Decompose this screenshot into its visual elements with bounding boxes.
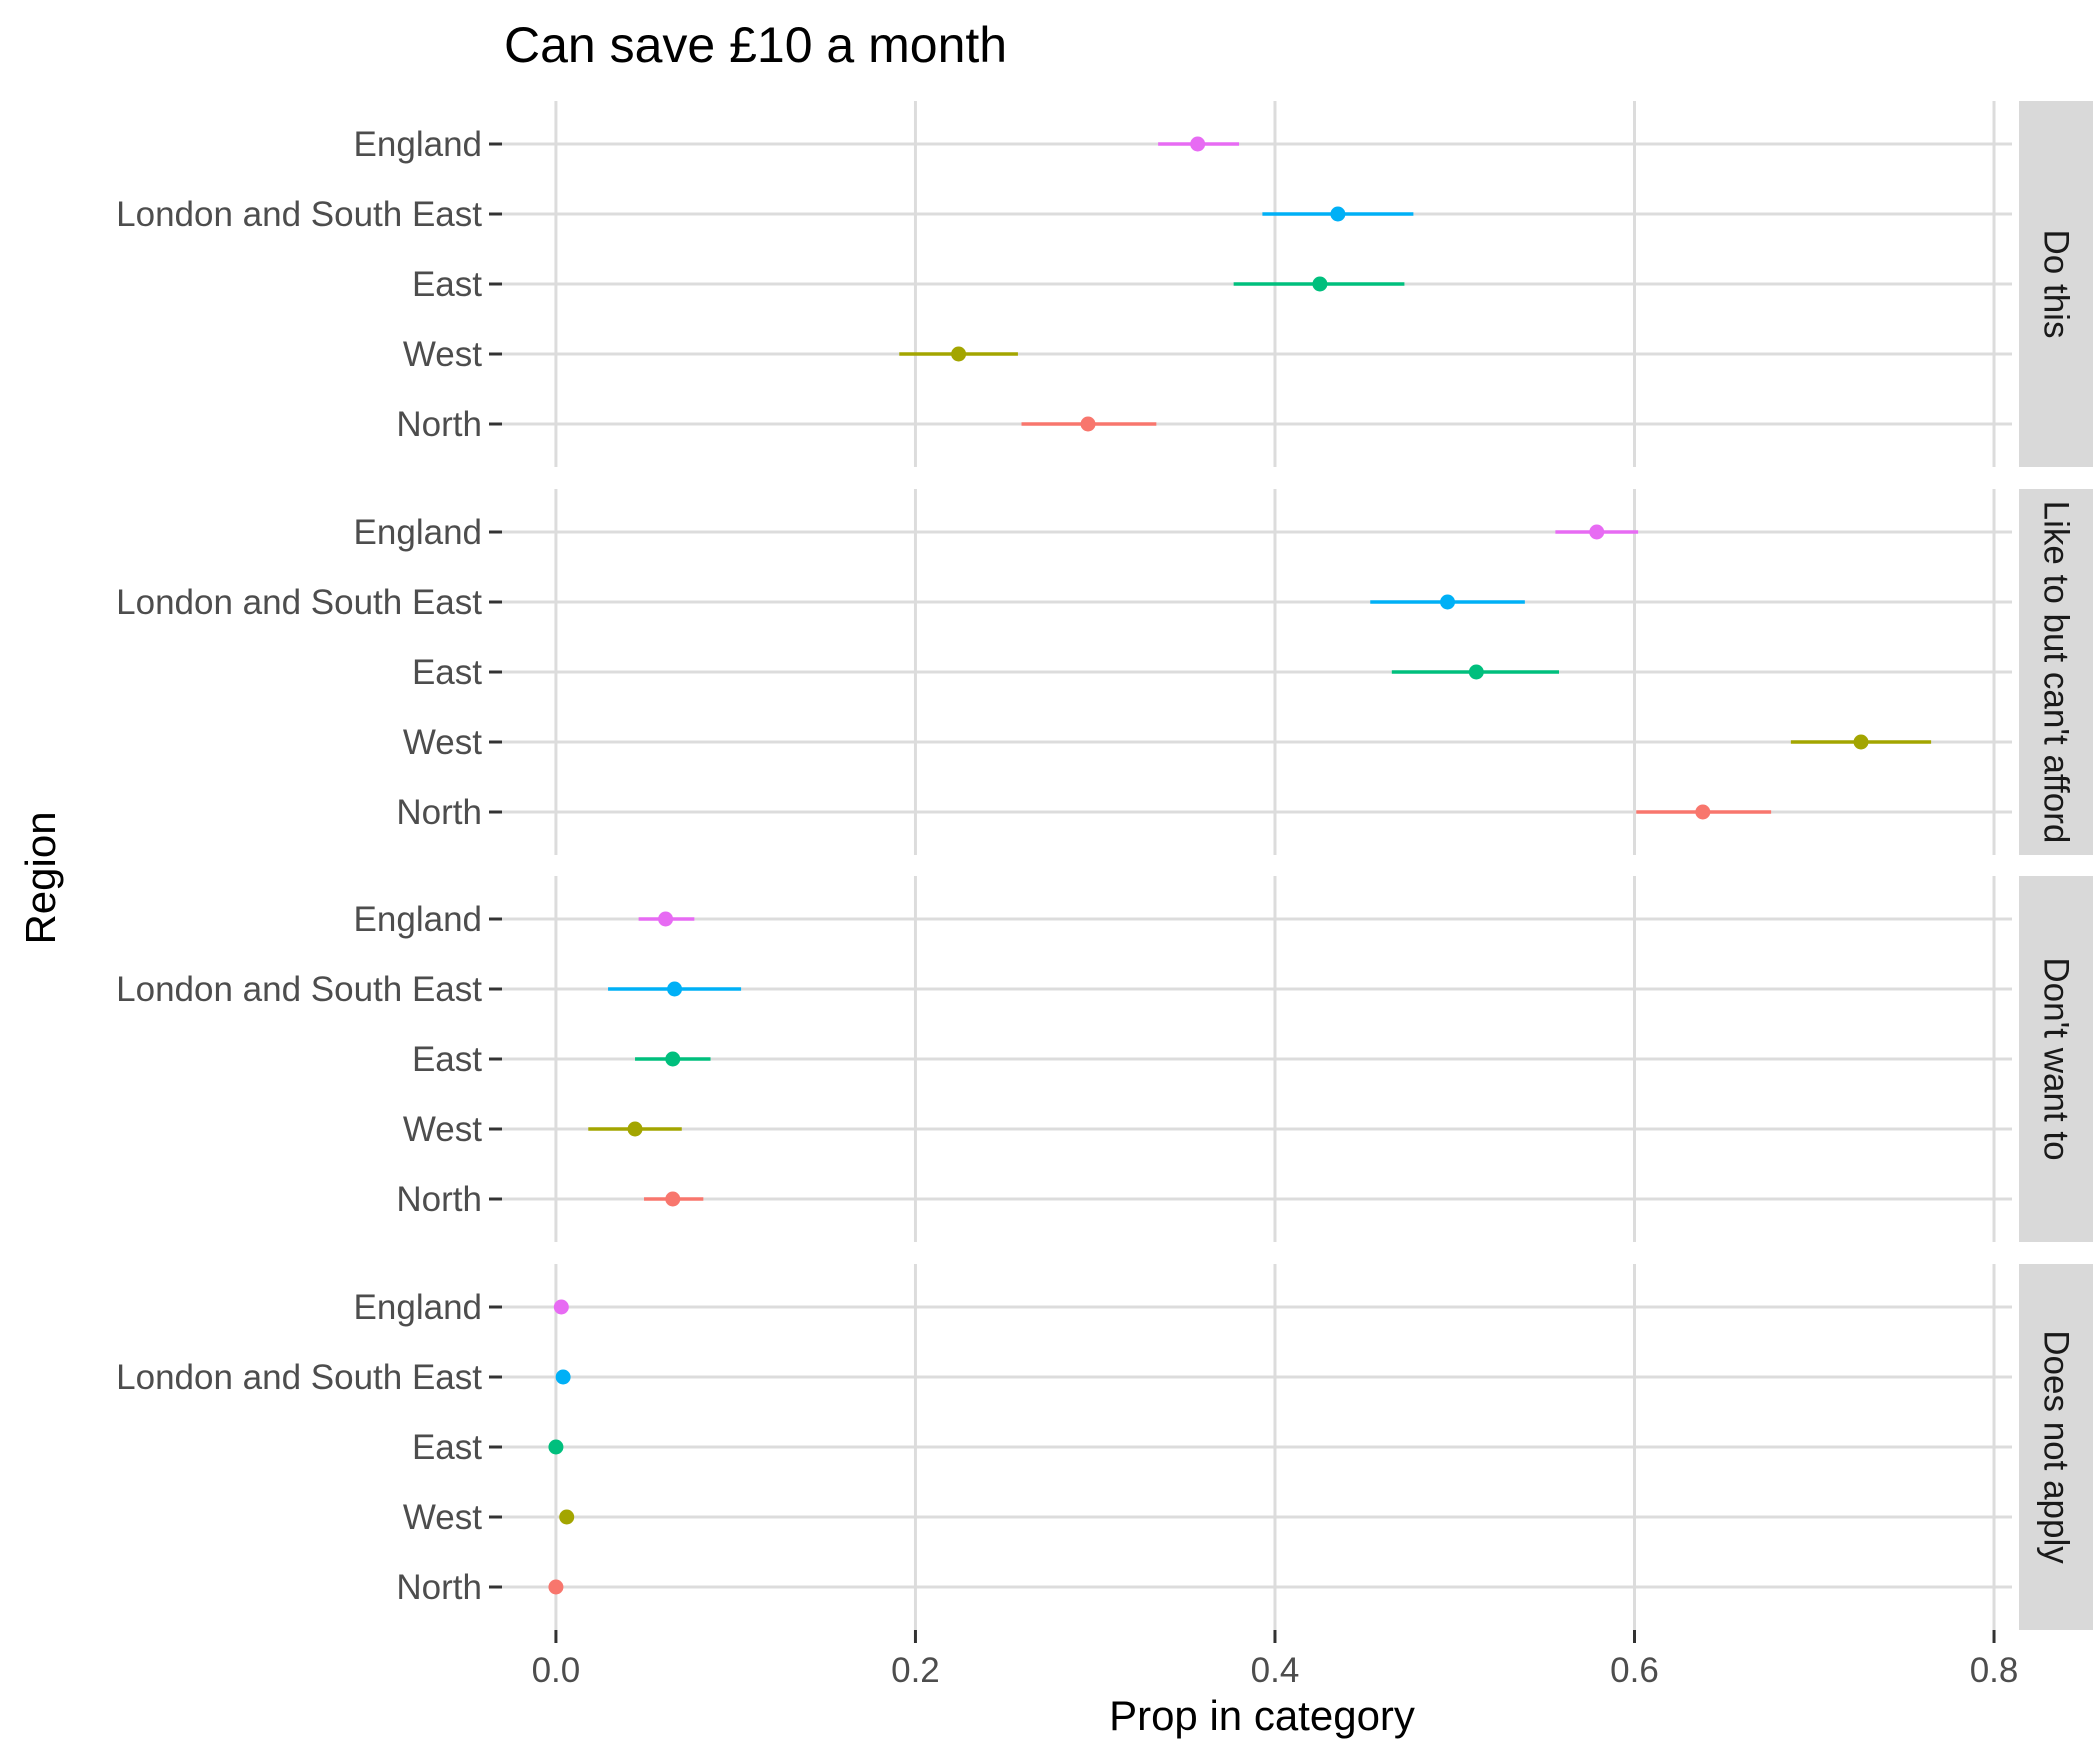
y-tick-label: West	[403, 1498, 482, 1537]
y-tick-label: North	[396, 1568, 482, 1607]
y-tick-label: England	[354, 900, 482, 939]
facet-panels: England London and South East East West Nort…	[116, 101, 2093, 1630]
data-point	[559, 1509, 575, 1525]
y-tick-label: London and South East	[116, 1358, 482, 1397]
y-tick-label: England	[354, 513, 482, 552]
data-point	[548, 1439, 564, 1455]
facet-strip	[2019, 101, 2093, 467]
y-tick-label: West	[403, 723, 482, 762]
y-tick-label: East	[412, 265, 482, 304]
facet-strip-label: Don't want to	[2037, 957, 2076, 1160]
facet-strip	[2019, 489, 2093, 855]
data-point	[665, 1051, 681, 1067]
data-point	[1190, 136, 1206, 152]
data-point	[1468, 664, 1484, 680]
data-point	[1853, 734, 1869, 750]
y-tick-label: North	[396, 405, 482, 444]
facet-panel: England London and South East East West Nort…	[116, 489, 2093, 855]
x-tick-label: 0.0	[532, 1651, 581, 1690]
x-tick-label: 0.8	[1970, 1651, 2019, 1690]
y-tick-label: North	[396, 793, 482, 832]
x-axis: 0.0 0.2 0.4 0.6 0.8	[532, 1630, 2019, 1690]
data-point	[1695, 804, 1711, 820]
y-tick-label: London and South East	[116, 195, 482, 234]
data-point	[1080, 416, 1096, 432]
data-point	[1330, 206, 1346, 222]
chart-title: Can save £10 a month	[504, 17, 1007, 73]
data-point	[667, 981, 683, 997]
facet-strip-label: Does not apply	[2037, 1330, 2076, 1564]
data-point	[951, 346, 967, 362]
y-tick-label: London and South East	[116, 583, 482, 622]
y-tick-label: West	[403, 335, 482, 374]
data-point	[665, 1191, 681, 1207]
data-point	[1312, 276, 1328, 292]
y-axis-title: Region	[17, 811, 64, 944]
facet-panel: England London and South East East West Nort…	[116, 876, 2093, 1242]
y-tick-label: North	[396, 1180, 482, 1219]
data-point	[548, 1579, 564, 1595]
y-tick-label: London and South East	[116, 970, 482, 1009]
facet-strip-label: Do this	[2037, 230, 2076, 339]
data-point	[555, 1369, 571, 1385]
y-tick-label: England	[354, 125, 482, 164]
facet-strip-label: Like to but can't afford	[2037, 501, 2076, 844]
data-point	[627, 1121, 643, 1137]
y-tick-label: West	[403, 1110, 482, 1149]
y-tick-label: East	[412, 1040, 482, 1079]
y-tick-label: East	[412, 1428, 482, 1467]
x-tick-label: 0.2	[891, 1651, 940, 1690]
y-tick-label: England	[354, 1288, 482, 1327]
x-tick-label: 0.6	[1610, 1651, 1659, 1690]
facet-panel: England London and South East East West Nort…	[116, 101, 2093, 467]
data-point	[658, 911, 674, 927]
data-point	[1589, 524, 1605, 540]
x-tick-label: 0.4	[1251, 1651, 1300, 1690]
facet-strip	[2019, 876, 2093, 1242]
y-tick-label: East	[412, 653, 482, 692]
facet-panel: England London and South East East West Nort…	[116, 1264, 2093, 1630]
data-point	[553, 1299, 569, 1315]
facet-strip	[2019, 1264, 2093, 1630]
x-axis-title: Prop in category	[1109, 1692, 1415, 1739]
data-point	[1440, 594, 1456, 610]
